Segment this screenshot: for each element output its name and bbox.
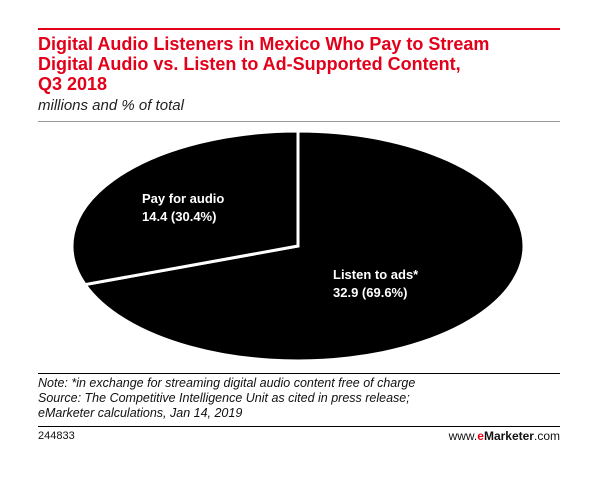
emarketer-link[interactable]: www.eMarketer.com [449,429,560,443]
slice-label-listen-to-ads: Listen to ads* [333,267,419,282]
pie-slices [70,129,526,363]
note-divider [38,373,560,374]
note-line-1: Note: *in exchange for streaming digital… [38,376,416,390]
slice-value-listen-to-ads: 32.9 (69.6%) [333,285,407,300]
bottom-divider [38,426,560,427]
brand-suffix: .com [533,429,560,443]
slice-value-pay-for-audio: 14.4 (30.4%) [142,209,216,224]
brand-name: Marketer [483,429,534,443]
chart-title: Digital Audio Listeners in Mexico Who Pa… [38,34,568,94]
subtitle-divider [38,121,560,122]
source-note: Note: *in exchange for streaming digital… [38,376,560,421]
pie-slice-listen-to-ads [82,129,526,363]
chart-subtitle: millions and % of total [38,97,184,114]
title-line-1: Digital Audio Listeners in Mexico Who Pa… [38,34,490,54]
title-line-2: Digital Audio vs. Listen to Ad-Supported… [38,54,461,74]
top-rule [38,28,560,30]
slice-label-pay-for-audio: Pay for audio [142,191,224,206]
pie-slice-pay-for-audio [70,129,300,287]
brand-accent-letter: e [477,429,484,443]
note-line-2: Source: The Competitive Intelligence Uni… [38,391,410,405]
chart-id: 244833 [38,430,75,442]
note-line-3: eMarketer calculations, Jan 14, 2019 [38,406,243,420]
pie-labels: Pay for audio 14.4 (30.4%) Listen to ads… [142,191,419,300]
brand-prefix: www. [448,429,478,443]
title-line-3: Q3 2018 [38,74,108,94]
